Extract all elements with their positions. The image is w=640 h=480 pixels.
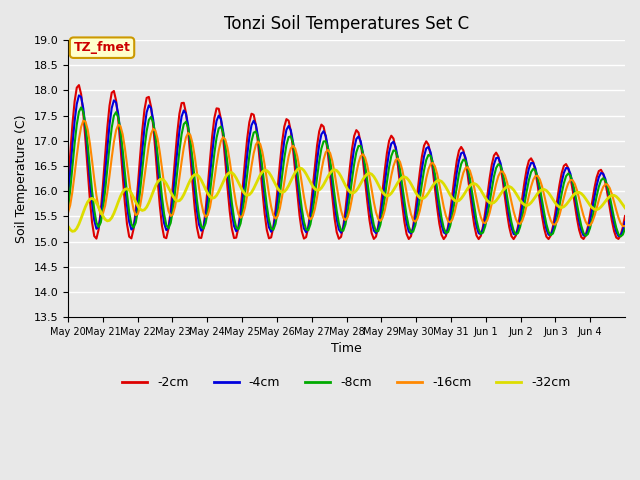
Legend: -2cm, -4cm, -8cm, -16cm, -32cm: -2cm, -4cm, -8cm, -16cm, -32cm bbox=[117, 371, 576, 394]
Title: Tonzi Soil Temperatures Set C: Tonzi Soil Temperatures Set C bbox=[224, 15, 469, 33]
-2cm bbox=[521, 179, 529, 185]
-2cm bbox=[75, 82, 83, 88]
-32cm bbox=[296, 165, 303, 171]
-16cm bbox=[342, 217, 349, 223]
-8cm bbox=[278, 173, 286, 179]
-2cm bbox=[475, 236, 483, 242]
-4cm bbox=[64, 193, 72, 199]
-4cm bbox=[75, 93, 83, 98]
Line: -2cm: -2cm bbox=[68, 85, 625, 239]
-8cm bbox=[518, 214, 526, 219]
-16cm bbox=[278, 193, 286, 199]
-2cm bbox=[621, 213, 629, 219]
-8cm bbox=[241, 191, 249, 196]
-4cm bbox=[518, 204, 526, 209]
-32cm bbox=[521, 202, 529, 208]
-32cm bbox=[311, 186, 319, 192]
-32cm bbox=[344, 186, 351, 192]
-16cm bbox=[79, 118, 87, 123]
-16cm bbox=[621, 223, 629, 229]
-2cm bbox=[309, 185, 317, 191]
Y-axis label: Soil Temperature (C): Soil Temperature (C) bbox=[15, 114, 28, 243]
-8cm bbox=[77, 105, 85, 110]
-32cm bbox=[68, 228, 76, 234]
Line: -16cm: -16cm bbox=[68, 120, 625, 226]
-8cm bbox=[64, 206, 72, 212]
-32cm bbox=[241, 191, 249, 197]
-16cm bbox=[309, 214, 317, 219]
-8cm bbox=[621, 226, 629, 232]
Line: -8cm: -8cm bbox=[68, 108, 625, 237]
-2cm bbox=[342, 207, 349, 213]
-2cm bbox=[272, 207, 280, 213]
-8cm bbox=[617, 234, 625, 240]
-32cm bbox=[278, 190, 286, 195]
-2cm bbox=[241, 159, 249, 165]
X-axis label: Time: Time bbox=[331, 342, 362, 356]
-16cm bbox=[64, 210, 72, 216]
Line: -32cm: -32cm bbox=[68, 168, 625, 231]
-4cm bbox=[241, 174, 249, 180]
Text: TZ_fmet: TZ_fmet bbox=[74, 41, 131, 54]
-16cm bbox=[272, 216, 280, 221]
-8cm bbox=[272, 221, 280, 227]
-32cm bbox=[64, 223, 72, 229]
-4cm bbox=[272, 214, 280, 219]
-2cm bbox=[278, 140, 286, 145]
-16cm bbox=[619, 223, 627, 229]
-32cm bbox=[272, 182, 280, 188]
-8cm bbox=[342, 222, 349, 228]
-4cm bbox=[309, 197, 317, 203]
-4cm bbox=[278, 156, 286, 161]
Line: -4cm: -4cm bbox=[68, 96, 625, 236]
-4cm bbox=[342, 214, 349, 220]
-16cm bbox=[241, 205, 249, 211]
-4cm bbox=[614, 233, 622, 239]
-2cm bbox=[64, 181, 72, 187]
-4cm bbox=[621, 219, 629, 225]
-8cm bbox=[309, 209, 317, 215]
-16cm bbox=[518, 218, 526, 224]
-32cm bbox=[621, 205, 629, 211]
